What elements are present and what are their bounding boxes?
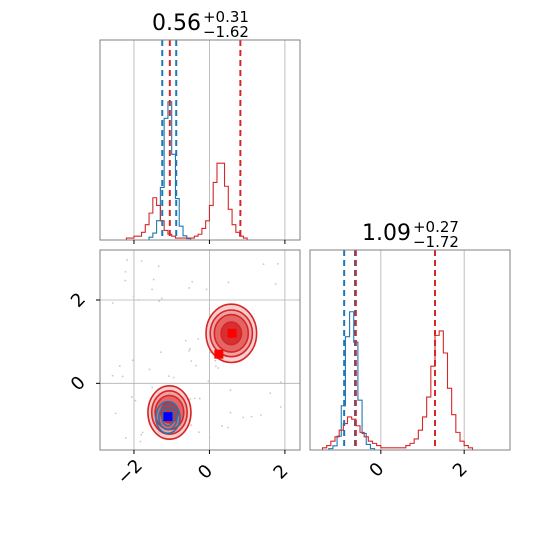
- scatter-point: [124, 279, 127, 282]
- blue-density-contour: [161, 408, 175, 427]
- scatter-point: [191, 280, 194, 283]
- scatter-point: [242, 416, 245, 419]
- joint-frame: [99, 249, 301, 451]
- red-marker: [227, 328, 237, 338]
- joint-ytick-label: 0: [67, 372, 90, 395]
- joint-xtick-label: 2: [270, 461, 293, 484]
- scatter-point: [269, 392, 272, 395]
- scatter-point: [198, 431, 200, 434]
- scatter-point: [184, 339, 187, 342]
- joint-panel: −2 0 2 0 2: [67, 249, 301, 489]
- scatter-point: [276, 262, 279, 265]
- hist-x-title-sub: −1.62: [203, 23, 249, 41]
- scatter-point: [152, 278, 155, 281]
- scatter-point: [189, 398, 192, 400]
- scatter-point: [151, 288, 153, 291]
- scatter-point: [137, 299, 140, 301]
- blue-density-contour: [158, 404, 178, 431]
- hist-y-frame: [309, 249, 511, 451]
- scatter-point: [124, 436, 127, 439]
- scatter-point: [259, 414, 262, 416]
- scatter-point: [274, 283, 277, 285]
- scatter-point: [121, 375, 124, 378]
- scatter-point: [126, 259, 129, 261]
- scatter-point: [139, 440, 142, 443]
- scatter-point: [207, 380, 210, 382]
- scatter-point: [188, 287, 191, 289]
- hist-x-title-main: 0.56: [152, 11, 201, 36]
- scatter-point: [124, 270, 127, 273]
- scatter-point: [205, 288, 208, 291]
- scatter-point: [151, 386, 154, 389]
- scatter-point: [111, 302, 114, 304]
- red-marker: [214, 349, 224, 359]
- scatter-point: [250, 415, 253, 418]
- scatter-point: [141, 431, 144, 434]
- hist-y-xtick-label: 2: [449, 459, 472, 482]
- scatter-point: [160, 351, 162, 354]
- scatter-point: [132, 295, 135, 298]
- scatter-point: [167, 375, 170, 378]
- scatter-point: [114, 412, 117, 415]
- blue-hist: [328, 311, 376, 450]
- scatter-point: [140, 260, 143, 262]
- hist-x-panel: 0.56 +0.31 −1.62: [99, 8, 301, 244]
- scatter-point: [229, 411, 232, 414]
- scatter-point: [193, 397, 196, 400]
- scatter-point: [279, 406, 282, 408]
- hist-y-xtick-label: 0: [365, 459, 388, 482]
- scatter-point: [195, 364, 198, 367]
- blue-marker: [163, 412, 173, 422]
- red-hist: [125, 162, 248, 240]
- scatter-point: [197, 337, 200, 340]
- scatter-point: [214, 365, 217, 368]
- scatter-point: [172, 376, 175, 379]
- scatter-point: [198, 397, 201, 400]
- scatter-point: [227, 281, 230, 284]
- blue-density-contour: [155, 400, 181, 435]
- hist-x-title: 0.56: [152, 11, 201, 36]
- scatter-point: [189, 347, 191, 350]
- scatter-point: [217, 367, 220, 369]
- hist-x-title-sup: +0.31: [203, 8, 249, 26]
- scatter-point: [148, 368, 151, 371]
- scatter-point: [131, 359, 134, 362]
- scatter-point: [111, 374, 114, 377]
- hist-x-frame: [99, 39, 301, 241]
- scatter-point: [229, 389, 232, 392]
- scatter-point: [157, 265, 160, 268]
- joint-xtick-label: 0: [194, 461, 217, 484]
- scatter-point: [188, 349, 190, 352]
- scatter-point: [134, 399, 137, 402]
- scatter-point: [227, 426, 229, 429]
- scatter-point: [279, 381, 282, 383]
- scatter-point: [130, 396, 133, 398]
- scatter-point: [208, 436, 211, 439]
- scatter-point: [118, 365, 121, 367]
- scatter-point: [158, 300, 161, 303]
- hist-y-title-sup: +0.27: [413, 218, 459, 236]
- joint-ytick-label: 2: [67, 289, 90, 312]
- hist-y-title-sub: −1.72: [413, 233, 459, 251]
- hist-y-panel: 0 2 1.09 +0.27 −1.72: [309, 218, 511, 482]
- joint-xtick-label: −2: [113, 455, 147, 489]
- scatter-point: [190, 424, 193, 427]
- hist-y-title-main: 1.09: [362, 221, 411, 246]
- scatter-point: [190, 360, 193, 363]
- scatter-point: [140, 433, 143, 436]
- scatter-point: [262, 263, 265, 266]
- scatter-point: [221, 424, 223, 427]
- scatter-point: [214, 359, 217, 362]
- scatter-point: [160, 297, 163, 300]
